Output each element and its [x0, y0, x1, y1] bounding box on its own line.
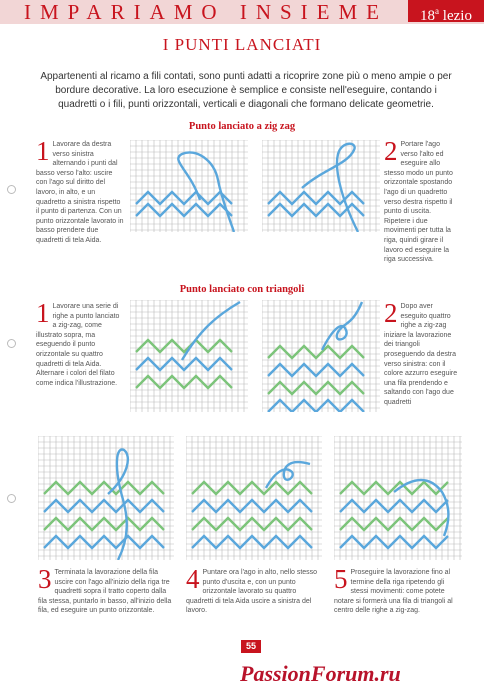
thread-needle: [320, 301, 364, 351]
binder-hole: [7, 339, 16, 348]
binder-hole: [7, 494, 16, 503]
thread-needle: [180, 300, 241, 361]
grid-background: [262, 140, 380, 232]
thread-needle: [177, 151, 236, 232]
section2-heading: Punto lanciato con triangoli: [179, 284, 305, 295]
step-text: Dopo aver eseguito quattro righe a zig-z…: [384, 303, 458, 406]
diagram-triangle-1: [130, 300, 248, 412]
zigzag-row: [135, 338, 233, 354]
stitch-group: [339, 478, 450, 550]
diagram-zigzag-1: [130, 140, 248, 232]
section1-heading: Punto lanciato a zig zag: [188, 121, 296, 132]
diagram-zigzag-2: [262, 140, 380, 232]
page-number: 55: [241, 640, 261, 653]
zigzag-row: [191, 516, 313, 532]
diagram-triangle-3: [38, 436, 174, 560]
zigzag-row: [191, 498, 313, 514]
step-text: Lavorare da destra verso sinistra altern…: [36, 141, 124, 244]
step-1a: 1 Lavorare da destra verso sinistra alte…: [36, 136, 124, 246]
intro-paragraph: Appartenenti al ricamo a fili contati, s…: [40, 71, 452, 110]
zigzag-row: [267, 380, 365, 396]
diagram-triangle-2: [262, 300, 380, 412]
step-number: 5: [334, 564, 348, 594]
thread-needle: [107, 448, 129, 560]
stitch-group: [267, 142, 365, 232]
step-text: Proseguire la lavorazione fino al termin…: [334, 569, 453, 615]
step-1b: 1 Lavorare una serie di righe a punto la…: [36, 298, 124, 388]
zigzag-row: [135, 190, 233, 206]
step-5: 5 Proseguire la lavorazione fino al term…: [334, 564, 462, 616]
zigzag-row: [191, 480, 313, 496]
zigzag-row: [43, 534, 165, 550]
grid-background: [186, 436, 322, 560]
watermark: PassionForum.ru: [240, 661, 401, 686]
zigzag-row: [135, 374, 233, 390]
diagram-triangle-5: [334, 436, 462, 560]
step-text: Terminata la lavorazione della fila usci…: [38, 569, 172, 615]
zigzag-row: [267, 398, 365, 412]
zigzag-row: [339, 516, 449, 532]
zigzag-row: [43, 516, 165, 532]
step-number: 1: [36, 298, 50, 328]
grid-background: [130, 300, 248, 412]
thread-needle: [393, 478, 450, 537]
step-number: 4: [186, 564, 200, 594]
zigzag-row: [135, 356, 233, 372]
step-text: Puntare ora l'ago in alto, nello stesso …: [186, 569, 318, 615]
step-number: 1: [36, 136, 50, 166]
lesson-word: lezio: [442, 8, 472, 24]
zigzag-row: [339, 498, 449, 514]
step-3: 3 Terminata la lavorazione della fila us…: [38, 564, 174, 616]
step-2b: 2 Dopo aver eseguito quattro righe a zig…: [384, 298, 458, 408]
zigzag-row: [267, 344, 365, 360]
step-number: 2: [384, 298, 398, 328]
step-text: Portare l'ago verso l'alto ed eseguire a…: [384, 141, 453, 264]
step-2a: 2 Portare l'ago verso l'alto ed eseguire…: [384, 136, 458, 265]
zigzag-row: [43, 480, 165, 496]
page-title: I PUNTI LANCIATI: [162, 35, 322, 54]
step-number: 3: [38, 564, 52, 594]
step-4: 4 Puntare ora l'ago in alto, nello stess…: [186, 564, 322, 616]
lesson-suffix: a: [435, 6, 440, 16]
zigzag-row: [191, 534, 313, 550]
step-text: Lavorare una serie di righe a punto lanc…: [36, 303, 120, 387]
zigzag-row: [267, 362, 365, 378]
lesson-number: 18: [420, 8, 436, 24]
stitch-group: [43, 448, 165, 560]
diagram-triangle-4: [186, 436, 322, 560]
zigzag-row: [339, 534, 449, 550]
step-number: 2: [384, 136, 398, 166]
zigzag-row: [43, 498, 165, 514]
zigzag-row: [339, 480, 449, 496]
stitch-group: [191, 460, 313, 550]
grid-background: [38, 436, 174, 560]
lesson-badge: 18a lezio: [408, 0, 484, 24]
stitch-group: [267, 301, 365, 412]
binder-hole: [7, 185, 16, 194]
section-title: IMPARIAMO INSIEME: [24, 0, 388, 24]
zigzag-row: [135, 202, 233, 218]
zigzag-row: [267, 190, 365, 206]
header-band: [0, 0, 484, 24]
stitch-group: [135, 151, 236, 232]
thread-needle: [264, 460, 311, 489]
stitch-group: [135, 300, 241, 390]
thread-needle: [301, 142, 360, 232]
